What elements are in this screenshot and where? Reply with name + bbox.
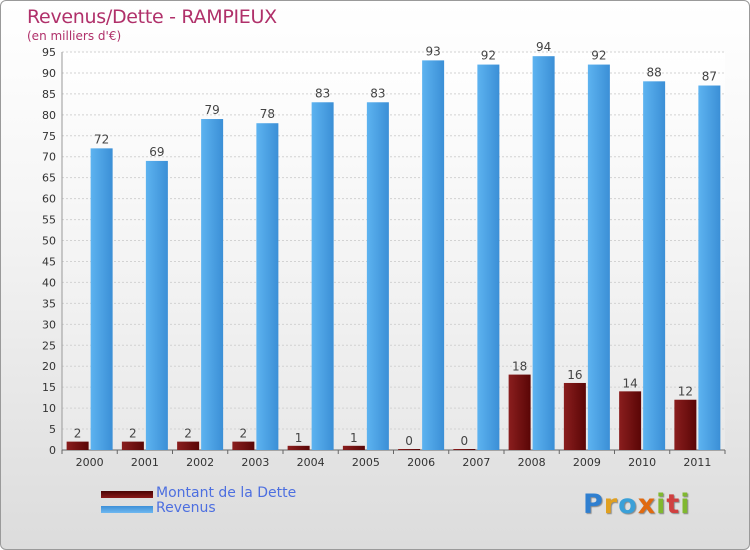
legend-swatch-dette xyxy=(101,491,153,498)
data-label-revenus: 79 xyxy=(204,103,219,117)
data-label-revenus: 93 xyxy=(425,44,440,58)
bar-revenus xyxy=(256,123,279,450)
x-tick-label: 2010 xyxy=(628,456,656,469)
bar-dette xyxy=(508,374,531,450)
y-tick-label: 80 xyxy=(42,109,56,122)
proxiti-logo: Proxiti xyxy=(583,489,691,520)
data-label-dette: 2 xyxy=(129,427,137,441)
x-tick-label: 2011 xyxy=(683,456,711,469)
data-label-dette: 12 xyxy=(678,385,693,399)
bar-dette xyxy=(453,449,476,450)
y-tick-label: 40 xyxy=(42,276,56,289)
data-label-revenus: 83 xyxy=(370,86,385,100)
y-tick-label: 55 xyxy=(42,214,56,227)
data-label-dette: 18 xyxy=(512,360,527,374)
y-tick-label: 5 xyxy=(49,423,56,436)
bar-dette xyxy=(121,441,144,450)
bar-revenus xyxy=(201,119,224,450)
x-tick-label: 2009 xyxy=(573,456,601,469)
legend-label-dette: Montant de la Dette xyxy=(156,485,297,501)
data-label-dette: 1 xyxy=(295,431,303,445)
data-label-revenus: 83 xyxy=(315,86,330,100)
x-tick-label: 2006 xyxy=(407,456,435,469)
bar-dette xyxy=(619,391,642,450)
x-tick-label: 2003 xyxy=(241,456,269,469)
legend-label-revenus: Revenus xyxy=(156,500,216,516)
chart-subtitle: (en milliers d'€) xyxy=(27,29,122,43)
bar-revenus xyxy=(366,102,389,450)
data-label-revenus: 92 xyxy=(481,49,496,63)
bar-dette xyxy=(232,441,255,450)
y-tick-label: 10 xyxy=(42,402,56,415)
data-label-dette: 0 xyxy=(405,434,413,448)
y-tick-label: 90 xyxy=(42,67,56,80)
x-tick-label: 2004 xyxy=(297,456,325,469)
data-label-dette: 14 xyxy=(622,376,637,390)
y-tick-label: 15 xyxy=(42,381,56,394)
x-tick-label: 2005 xyxy=(352,456,380,469)
y-tick-label: 35 xyxy=(42,297,56,310)
bar-dette xyxy=(177,441,200,450)
y-tick-label: 70 xyxy=(42,151,56,164)
y-tick-label: 30 xyxy=(42,318,56,331)
data-label-dette: 2 xyxy=(240,427,248,441)
x-tick-label: 2001 xyxy=(131,456,159,469)
x-tick-label: 2002 xyxy=(186,456,214,469)
data-label-revenus: 92 xyxy=(591,49,606,63)
bar-revenus xyxy=(145,160,168,450)
data-label-revenus: 69 xyxy=(149,145,164,159)
bar-dette xyxy=(563,382,586,450)
y-tick-label: 85 xyxy=(42,88,56,101)
data-label-revenus: 87 xyxy=(702,70,717,84)
data-label-dette: 2 xyxy=(74,427,82,441)
bar-revenus xyxy=(422,60,445,451)
data-label-revenus: 78 xyxy=(260,107,275,121)
data-label-dette: 0 xyxy=(461,434,469,448)
bar-dette xyxy=(674,399,697,450)
bar-revenus xyxy=(587,64,610,450)
y-tick-label: 45 xyxy=(42,255,56,268)
y-tick-label: 95 xyxy=(42,46,56,59)
bar-dette xyxy=(287,445,310,450)
data-label-dette: 2 xyxy=(184,427,192,441)
data-label-revenus: 94 xyxy=(536,40,551,54)
bar-revenus xyxy=(532,56,555,450)
data-label-revenus: 88 xyxy=(646,65,661,79)
x-tick-label: 2007 xyxy=(462,456,490,469)
data-label-revenus: 72 xyxy=(94,132,109,146)
y-tick-label: 20 xyxy=(42,360,56,373)
y-tick-label: 0 xyxy=(49,444,56,457)
y-tick-label: 25 xyxy=(42,339,56,352)
data-label-dette: 1 xyxy=(350,431,358,445)
bar-dette xyxy=(342,445,365,450)
chart-title: Revenus/Dette - RAMPIEUX xyxy=(27,6,277,28)
bar-revenus xyxy=(311,102,334,450)
bar-dette xyxy=(398,449,421,450)
bar-revenus xyxy=(90,148,113,450)
bar-revenus xyxy=(643,81,666,450)
bar-dette xyxy=(66,441,89,450)
y-tick-label: 65 xyxy=(42,172,56,185)
plot-area xyxy=(62,52,725,450)
x-tick-label: 2000 xyxy=(76,456,104,469)
legend-swatch-revenus xyxy=(101,506,153,513)
y-tick-label: 60 xyxy=(42,193,56,206)
x-tick-label: 2008 xyxy=(518,456,546,469)
bar-revenus xyxy=(477,64,500,450)
data-label-dette: 16 xyxy=(567,368,582,382)
bar-revenus xyxy=(698,85,721,450)
y-tick-label: 50 xyxy=(42,235,56,248)
y-tick-label: 75 xyxy=(42,130,56,143)
